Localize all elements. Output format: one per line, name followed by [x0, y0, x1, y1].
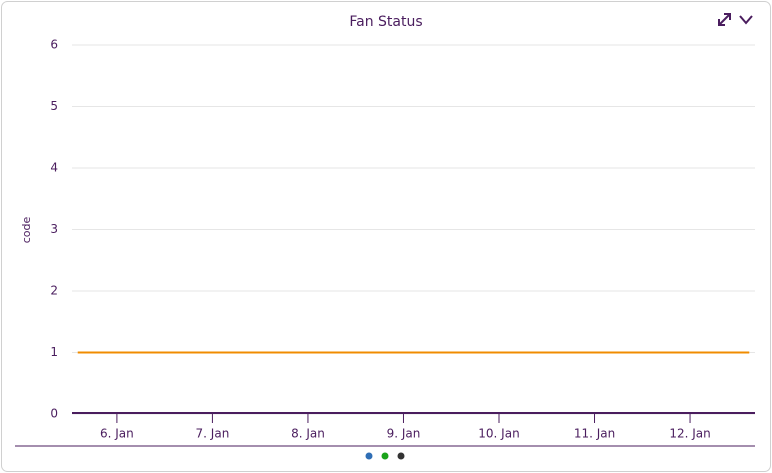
y-tick-label: 5 — [50, 99, 58, 113]
x-tick-label: 10. Jan — [478, 427, 519, 441]
y-tick-label: 6 — [50, 38, 58, 52]
y-tick-label: 0 — [50, 407, 58, 421]
page-dot[interactable] — [365, 452, 373, 460]
expand-icon[interactable] — [718, 13, 731, 26]
x-tick-label: 9. Jan — [387, 427, 421, 441]
x-tick-label: 8. Jan — [291, 427, 325, 441]
chart-title: Fan Status — [349, 14, 422, 30]
y-tick-label: 4 — [50, 161, 58, 175]
page-dot[interactable] — [381, 452, 389, 460]
y-tick-label: 3 — [50, 222, 58, 236]
y-axis-label: code — [20, 217, 33, 244]
x-tick-label: 11. Jan — [574, 427, 615, 441]
collapse-icon[interactable] — [739, 15, 753, 25]
x-tick-label: 6. Jan — [100, 427, 134, 441]
x-tick-label: 7. Jan — [196, 427, 230, 441]
x-tick-label: 12. Jan — [669, 427, 710, 441]
y-tick-label: 2 — [50, 284, 58, 298]
page-dot[interactable] — [397, 452, 405, 460]
y-tick-label: 1 — [50, 345, 58, 359]
